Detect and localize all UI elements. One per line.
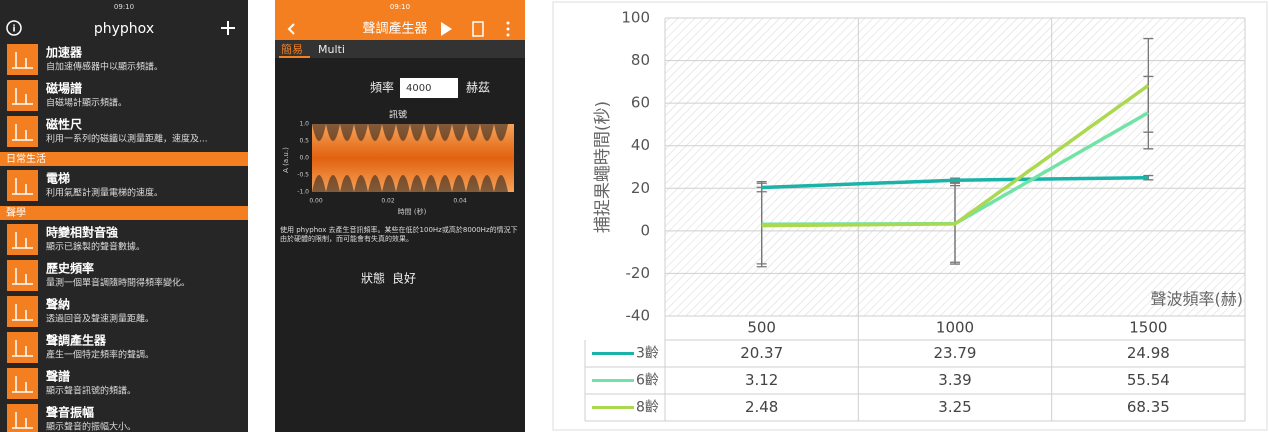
description-box: 使用 phyphox 去產生音訊頻率。某些在低於100Hz或高於8000Hz的情… xyxy=(280,226,520,266)
experiment-title: 磁場譜 xyxy=(45,81,82,96)
experiment-title: 電梯 xyxy=(46,171,70,186)
y-tick-label: 100 xyxy=(621,9,650,27)
status-label: 狀態 xyxy=(361,271,385,286)
plot-x-tick: 0.04 xyxy=(453,198,467,205)
screen-title: 聲調產生器 xyxy=(362,21,427,37)
x-tick-label: 1500 xyxy=(1129,319,1167,337)
table-value: 23.79 xyxy=(934,344,977,362)
status-time: 09:10 xyxy=(390,3,410,11)
tab[interactable]: Multi xyxy=(318,43,345,56)
experiment-title: 時變相對音強 xyxy=(46,225,118,240)
experiment-desc: 顯示已錄製的聲音數據。 xyxy=(46,241,145,253)
table-value: 3.25 xyxy=(938,398,971,416)
plot-x-tick: 0.02 xyxy=(381,198,395,205)
y-tick-label: -40 xyxy=(626,307,651,325)
experiment-icon xyxy=(7,368,38,399)
y-tick-label: -20 xyxy=(626,264,651,282)
plot-area xyxy=(665,18,1245,316)
plot-title: 訊號 xyxy=(389,109,407,121)
y-axis-label: 捕捉果蠅時間(秒) xyxy=(593,101,613,233)
experiment-icon xyxy=(7,80,38,111)
plot-y-tick: 0.0 xyxy=(299,155,309,162)
experiment-list: 加速器自加速傳感器中以顯示頻譜。磁場譜自磁場計顯示頻譜。磁性尺利用一系列的磁鐵以… xyxy=(0,42,248,432)
experiment-desc: 產生一個特定頻率的聲調。 xyxy=(46,349,154,361)
experiment-title: 聲調產生器 xyxy=(46,333,107,348)
section-title: 日常生活 xyxy=(6,152,46,165)
experiment-title: 加速器 xyxy=(45,45,83,60)
table-value: 2.48 xyxy=(745,398,778,416)
experiment-desc: 透過回音及聲速測量距離。 xyxy=(46,313,154,325)
experiment-title: 聲納 xyxy=(46,297,70,312)
y-tick-label: 80 xyxy=(631,51,650,69)
experiment-desc: 自磁場計顯示頻譜。 xyxy=(46,97,127,109)
experiment-title: 聲譜 xyxy=(46,369,70,384)
plot-y-tick: 1.0 xyxy=(299,121,309,128)
legend-label: 8齡 xyxy=(636,400,659,416)
experiment-desc: 量測一個單音調隨時間得頻率變化。 xyxy=(46,277,190,289)
menu-button[interactable] xyxy=(507,34,510,37)
table-value: 24.98 xyxy=(1127,344,1170,362)
table-value: 3.39 xyxy=(938,371,971,389)
x-axis-label: 聲波頻率(赫) xyxy=(1151,290,1244,309)
status-value: 良好 xyxy=(392,271,416,286)
experiment-icon xyxy=(7,260,38,291)
page: 09:10 i phyphox 加速器自加速傳感器中以顯示頻譜。磁場譜自磁場計顯… xyxy=(0,0,1269,432)
legend-label: 6齡 xyxy=(636,373,659,389)
experiment-desc: 利用一系列的磁鐵以測量距離，速度及... xyxy=(46,133,208,145)
table-value: 68.35 xyxy=(1127,398,1170,416)
plot-x-tick: 0.00 xyxy=(309,198,323,205)
description: 使用 phyphox 去產生音訊頻率。某些在低於100Hz或高於8000Hz的情… xyxy=(280,226,520,244)
experiment-icon xyxy=(7,170,38,201)
plot-y-label: A (a.u.) xyxy=(282,147,290,173)
experiment-icon xyxy=(7,296,38,327)
experiment-desc: 利用氣壓計測量電梯的速度。 xyxy=(46,187,163,199)
app-title: phyphox xyxy=(94,21,154,37)
experiment-title: 磁性尺 xyxy=(45,117,82,132)
y-tick-label: 60 xyxy=(631,94,650,112)
tab-bar xyxy=(275,40,525,58)
x-tick-label: 1000 xyxy=(936,319,974,337)
legend-label: 3齡 xyxy=(636,346,659,362)
status-time: 09:10 xyxy=(114,3,134,11)
table-value: 55.54 xyxy=(1127,371,1170,389)
frequency-value[interactable]: 4000 xyxy=(406,83,431,94)
experiment-icon xyxy=(7,116,38,147)
middle-phone xyxy=(275,0,525,432)
plot-x-label: 時間 (秒) xyxy=(398,207,427,216)
experiment-desc: 顯示聲音的振幅大小。 xyxy=(46,421,136,432)
experiment-title: 聲音振幅 xyxy=(46,405,94,420)
y-tick-label: 0 xyxy=(640,221,650,239)
experiment-icon xyxy=(7,44,38,75)
section-title: 聲學 xyxy=(6,206,26,219)
experiment-icon xyxy=(7,224,38,255)
experiment-desc: 顯示聲音訊號的頻譜。 xyxy=(46,385,136,397)
experiment-title: 歷史頻率 xyxy=(46,261,94,276)
experiment-desc: 自加速傳感器中以顯示頻譜。 xyxy=(46,61,163,73)
tab[interactable]: 簡易 xyxy=(281,42,303,56)
frequency-label: 頻率 xyxy=(370,80,394,95)
y-tick-label: 20 xyxy=(631,179,650,197)
frequency-unit: 赫茲 xyxy=(466,81,490,95)
plot-y-tick: 0.5 xyxy=(299,138,309,145)
y-tick-label: 40 xyxy=(631,136,650,154)
table-value: 3.12 xyxy=(745,371,778,389)
table-value: 20.37 xyxy=(740,344,783,362)
x-tick-label: 500 xyxy=(747,319,776,337)
plot-y-tick: -1.0 xyxy=(297,189,309,196)
experiment-icon xyxy=(7,332,38,363)
svg-text:i: i xyxy=(12,25,15,35)
section-header xyxy=(0,206,248,220)
plot-y-tick: -0.5 xyxy=(297,172,309,179)
